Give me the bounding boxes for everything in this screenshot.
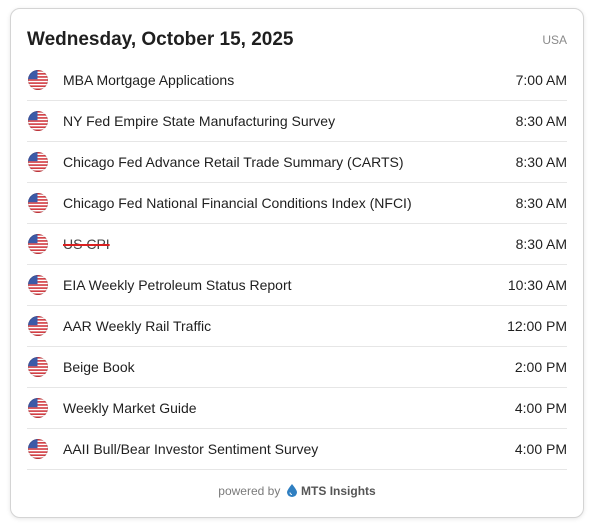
event-time: 12:00 PM bbox=[507, 318, 567, 334]
event-name: NY Fed Empire State Manufacturing Survey bbox=[63, 113, 336, 129]
event-name: Weekly Market Guide bbox=[63, 400, 197, 416]
event-row[interactable]: AAII Bull/Bear Investor Sentiment Survey… bbox=[27, 429, 567, 470]
event-row[interactable]: Chicago Fed National Financial Condition… bbox=[27, 183, 567, 224]
powered-by-footer[interactable]: powered by MTS Insights bbox=[11, 482, 583, 500]
event-name: Chicago Fed Advance Retail Trade Summary… bbox=[63, 154, 404, 170]
event-row[interactable]: EIA Weekly Petroleum Status Report 10:30 … bbox=[27, 265, 567, 306]
calendar-header: Wednesday, October 15, 2025 USA bbox=[27, 27, 567, 53]
us-flag-icon bbox=[28, 193, 48, 213]
us-flag-icon bbox=[28, 275, 48, 295]
event-row[interactable]: US CPI 8:30 AM bbox=[27, 224, 567, 265]
event-row[interactable]: AAR Weekly Rail Traffic 12:00 PM bbox=[27, 306, 567, 347]
brand-name: MTS Insights bbox=[301, 484, 376, 498]
us-flag-icon bbox=[28, 439, 48, 459]
event-name: Beige Book bbox=[63, 359, 135, 375]
us-flag-icon bbox=[28, 316, 48, 336]
event-row[interactable]: Beige Book 2:00 PM bbox=[27, 347, 567, 388]
powered-by-text: powered by bbox=[218, 484, 281, 498]
event-time: 2:00 PM bbox=[514, 359, 567, 375]
event-time: 4:00 PM bbox=[514, 441, 567, 457]
event-time: 8:30 AM bbox=[515, 113, 567, 129]
us-flag-icon bbox=[28, 152, 48, 172]
us-flag-icon bbox=[28, 398, 48, 418]
us-flag-icon bbox=[28, 357, 48, 377]
calendar-date: Wednesday, October 15, 2025 bbox=[27, 29, 294, 50]
event-time: 10:30 AM bbox=[507, 277, 567, 293]
us-flag-icon bbox=[28, 111, 48, 131]
event-row[interactable]: Chicago Fed Advance Retail Trade Summary… bbox=[27, 142, 567, 183]
event-row[interactable]: NY Fed Empire State Manufacturing Survey… bbox=[27, 101, 567, 142]
event-name: EIA Weekly Petroleum Status Report bbox=[63, 277, 292, 293]
droplet-logo-icon bbox=[286, 484, 297, 497]
event-name: AAII Bull/Bear Investor Sentiment Survey bbox=[63, 441, 319, 457]
event-row[interactable]: Weekly Market Guide 4:00 PM bbox=[27, 388, 567, 429]
event-time: 4:00 PM bbox=[514, 400, 567, 416]
region-label: USA bbox=[542, 33, 567, 47]
event-time: 8:30 AM bbox=[515, 154, 567, 170]
event-name: Chicago Fed National Financial Condition… bbox=[63, 195, 412, 211]
event-row[interactable]: MBA Mortgage Applications 7:00 AM bbox=[27, 60, 567, 101]
event-time: 8:30 AM bbox=[515, 195, 567, 211]
event-list: MBA Mortgage Applications 7:00 AM NY Fed E… bbox=[27, 60, 567, 470]
event-name: MBA Mortgage Applications bbox=[63, 72, 235, 88]
event-name: AAR Weekly Rail Traffic bbox=[63, 318, 212, 334]
economic-calendar-card: Wednesday, October 15, 2025 USA MBA Mort… bbox=[10, 8, 584, 518]
event-time: 7:00 AM bbox=[515, 72, 567, 88]
event-name: US CPI bbox=[63, 236, 110, 252]
us-flag-icon bbox=[28, 234, 48, 254]
us-flag-icon bbox=[28, 70, 48, 90]
event-time: 8:30 AM bbox=[515, 236, 567, 252]
